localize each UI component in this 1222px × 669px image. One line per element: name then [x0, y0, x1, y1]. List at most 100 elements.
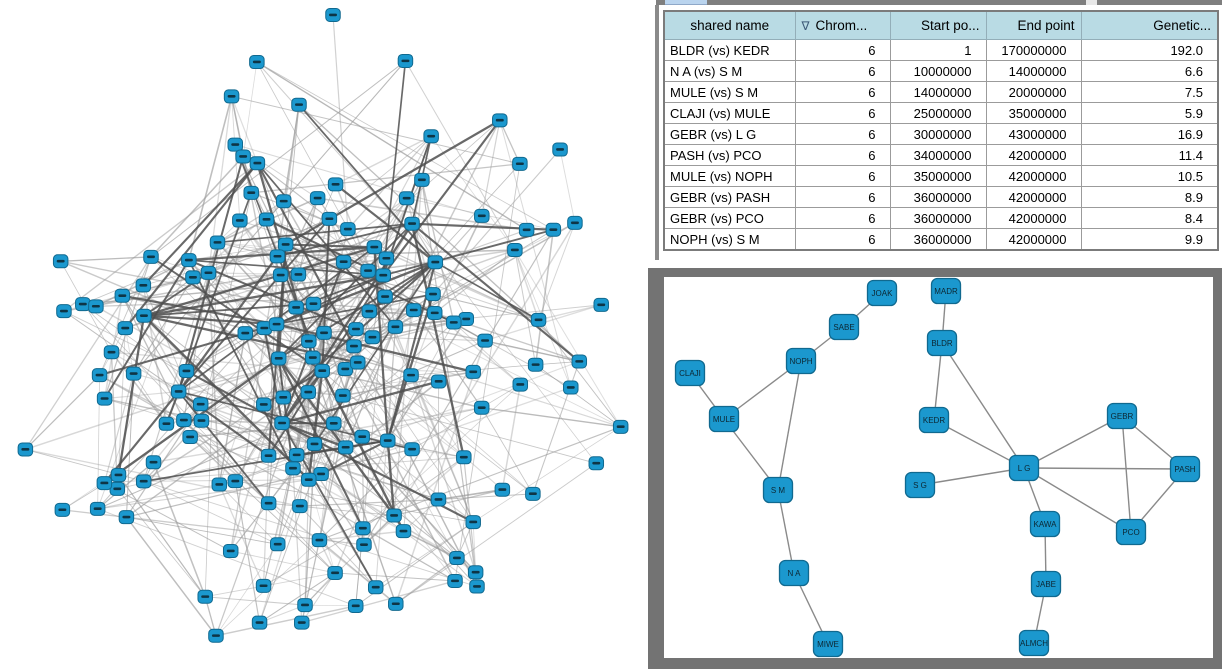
network-node[interactable] [354, 429, 370, 444]
table-row[interactable]: NOPH (vs) S M 6 36000000 42000000 9.9 [663, 228, 1219, 251]
network-node[interactable] [314, 363, 330, 378]
table-cell[interactable]: 42000000 [985, 165, 1082, 187]
table-row[interactable]: CLAJI (vs) MULE 6 25000000 35000000 5.9 [663, 102, 1219, 124]
network-node[interactable] [288, 300, 304, 315]
network-node[interactable] [181, 253, 197, 268]
network-node[interactable] [118, 510, 135, 525]
table-cell[interactable]: N A (vs) S M [663, 60, 796, 82]
table-cell[interactable]: 6 [794, 228, 891, 251]
network-node[interactable] [477, 333, 493, 348]
network-node[interactable] [571, 354, 588, 369]
table-row[interactable]: MULE (vs) NOPH 6 35000000 42000000 10.5 [663, 165, 1219, 187]
network-node[interactable] [306, 437, 323, 452]
network-node-JOAK[interactable]: JOAK [866, 279, 898, 307]
network-node-JABE[interactable]: JABE [1030, 570, 1062, 598]
network-node[interactable] [398, 191, 415, 206]
network-node[interactable] [75, 297, 91, 312]
network-node[interactable] [227, 137, 244, 152]
network-node[interactable] [360, 263, 376, 278]
column-header-end-point[interactable]: End point [985, 10, 1082, 40]
network-node[interactable] [125, 366, 142, 381]
table-cell[interactable]: 10.5 [1080, 165, 1219, 187]
network-node[interactable] [405, 303, 422, 318]
network-node[interactable] [211, 477, 228, 492]
table-cell[interactable]: 1 [889, 39, 987, 61]
column-header-shared-name[interactable]: shared name [663, 10, 796, 40]
network-node[interactable] [588, 456, 605, 471]
network-node[interactable] [456, 450, 472, 465]
detail-network-canvas[interactable]: JOAK MADR SABE BLDR NOPH CLAJI MULE KEDR GEBR L G… [664, 277, 1213, 658]
network-node[interactable] [260, 448, 277, 463]
network-node-BLDR[interactable]: BLDR [926, 329, 958, 357]
network-edge-L G-PASH[interactable] [1023, 467, 1186, 470]
network-node[interactable] [297, 598, 313, 613]
network-node[interactable] [114, 288, 131, 303]
network-node[interactable] [337, 440, 354, 455]
network-node[interactable] [185, 270, 201, 285]
network-node[interactable] [552, 142, 568, 157]
network-node[interactable] [427, 255, 444, 270]
network-edge-S G-L G[interactable] [919, 467, 1025, 486]
network-node-CLAJI[interactable]: CLAJI [674, 359, 706, 387]
network-node[interactable] [340, 222, 356, 237]
table-cell[interactable]: 30000000 [889, 123, 987, 145]
network-node[interactable] [494, 482, 511, 497]
table-cell[interactable]: BLDR (vs) KEDR [663, 39, 796, 61]
network-node-S M[interactable]: S M [762, 476, 794, 504]
table-cell[interactable]: 20000000 [985, 81, 1082, 103]
table-cell[interactable]: 7.5 [1080, 81, 1219, 103]
table-cell[interactable]: 42000000 [985, 207, 1082, 229]
table-cell[interactable]: 36000000 [889, 228, 987, 251]
network-node[interactable] [272, 268, 289, 283]
network-node[interactable] [404, 216, 420, 231]
network-node-KEDR[interactable]: KEDR [918, 406, 950, 434]
network-edge-GEBR-PCO[interactable] [1121, 415, 1132, 533]
network-node[interactable] [518, 222, 535, 237]
network-node[interactable] [255, 578, 272, 593]
network-node[interactable] [269, 537, 286, 552]
table-cell[interactable]: 42000000 [985, 186, 1082, 208]
table-cell[interactable]: 36000000 [889, 186, 987, 208]
network-node[interactable] [109, 481, 126, 496]
table-cell[interactable]: 8.9 [1080, 186, 1219, 208]
network-node[interactable] [375, 268, 392, 283]
network-node[interactable] [449, 551, 465, 566]
network-edge-NOPH-S M[interactable] [777, 360, 802, 491]
left-scroll-strip[interactable] [655, 5, 659, 260]
network-node[interactable] [274, 416, 290, 431]
network-node[interactable] [593, 297, 609, 312]
network-node[interactable] [54, 502, 71, 517]
network-node-N A[interactable]: N A [778, 559, 810, 587]
network-node[interactable] [249, 156, 266, 171]
network-node[interactable] [367, 580, 384, 595]
table-cell[interactable]: NOPH (vs) S M [663, 228, 796, 251]
network-node[interactable] [182, 430, 198, 445]
table-cell[interactable]: GEBR (vs) PASH [663, 186, 796, 208]
network-node-L G[interactable]: L G [1008, 454, 1040, 482]
scrollbar-thumb[interactable] [665, 0, 707, 5]
network-node[interactable] [325, 8, 341, 22]
network-node[interactable] [285, 461, 301, 476]
network-edge-S M-N A[interactable] [777, 489, 795, 574]
table-row[interactable]: MULE (vs) S M 6 14000000 20000000 7.5 [663, 81, 1219, 103]
table-cell[interactable]: 8.4 [1080, 207, 1219, 229]
network-node[interactable] [237, 326, 254, 341]
network-node[interactable] [465, 515, 481, 530]
table-cell[interactable]: 5.9 [1080, 102, 1219, 124]
network-node-KAWA[interactable]: KAWA [1029, 510, 1061, 538]
overview-network-canvas[interactable] [0, 0, 650, 669]
network-node[interactable] [364, 330, 381, 345]
network-node[interactable] [377, 289, 393, 304]
network-node[interactable] [507, 243, 523, 258]
network-node-MIWE[interactable]: MIWE [812, 630, 844, 658]
table-cell[interactable]: 6.6 [1080, 60, 1219, 82]
table-cell[interactable]: 6 [794, 165, 891, 187]
network-node[interactable] [366, 240, 383, 255]
network-edge-KEDR-L G[interactable] [933, 419, 1025, 469]
network-node[interactable] [17, 442, 34, 457]
network-node[interactable] [492, 113, 508, 128]
network-node[interactable] [326, 416, 342, 431]
network-edge-L G-PCO[interactable] [1023, 467, 1132, 533]
network-node[interactable] [313, 467, 329, 482]
network-node[interactable] [301, 472, 317, 487]
